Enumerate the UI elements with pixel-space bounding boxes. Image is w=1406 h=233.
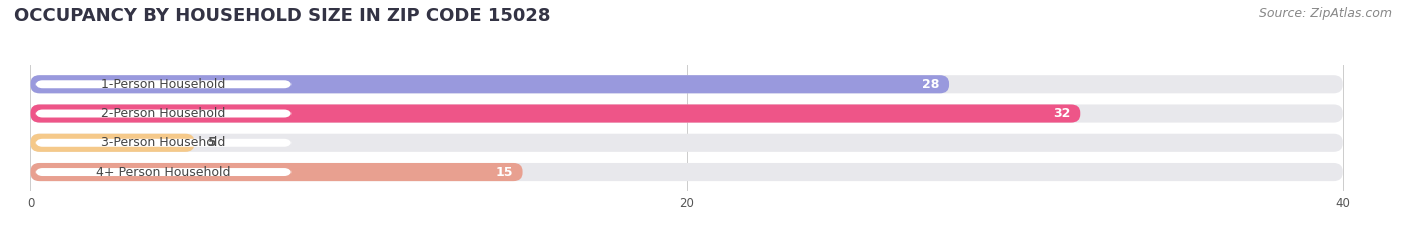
FancyBboxPatch shape	[31, 75, 1343, 93]
Text: 3-Person Household: 3-Person Household	[101, 136, 225, 149]
FancyBboxPatch shape	[35, 110, 291, 117]
FancyBboxPatch shape	[31, 163, 1343, 181]
Text: Source: ZipAtlas.com: Source: ZipAtlas.com	[1258, 7, 1392, 20]
Text: 5: 5	[208, 136, 217, 149]
FancyBboxPatch shape	[35, 139, 291, 147]
Text: 2-Person Household: 2-Person Household	[101, 107, 225, 120]
Text: 1-Person Household: 1-Person Household	[101, 78, 225, 91]
Text: 15: 15	[495, 165, 513, 178]
FancyBboxPatch shape	[31, 163, 523, 181]
Text: 4+ Person Household: 4+ Person Household	[96, 165, 231, 178]
FancyBboxPatch shape	[31, 75, 949, 93]
Text: 32: 32	[1053, 107, 1070, 120]
FancyBboxPatch shape	[31, 134, 1343, 152]
FancyBboxPatch shape	[35, 168, 291, 176]
FancyBboxPatch shape	[35, 80, 291, 88]
FancyBboxPatch shape	[31, 134, 194, 152]
Text: OCCUPANCY BY HOUSEHOLD SIZE IN ZIP CODE 15028: OCCUPANCY BY HOUSEHOLD SIZE IN ZIP CODE …	[14, 7, 551, 25]
FancyBboxPatch shape	[31, 104, 1080, 123]
Text: 28: 28	[922, 78, 939, 91]
FancyBboxPatch shape	[31, 104, 1343, 123]
